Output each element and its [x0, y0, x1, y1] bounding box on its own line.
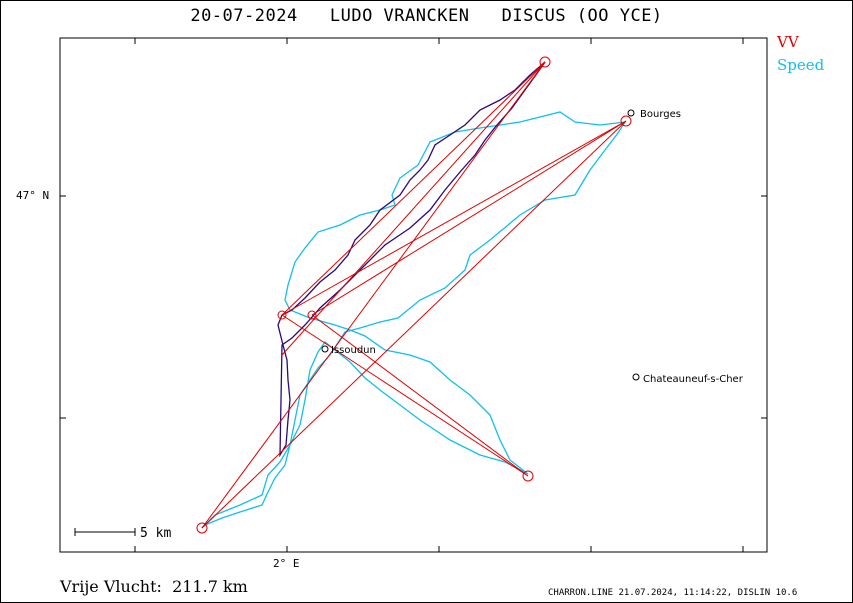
distance-text: Vrije Vlucht: 211.7 km: [60, 577, 248, 596]
turnpoint-issoudun-west: [277, 310, 287, 320]
speed-track: [201, 111, 627, 529]
turnpoint-bourges: [620, 115, 632, 127]
city-label-issoudun: Issoudun: [331, 345, 376, 356]
plot-border: [59, 37, 768, 553]
legend-speed: Speed: [777, 56, 825, 74]
turnpoint-sw: [196, 522, 208, 534]
latitude-label: 47° N: [16, 189, 50, 202]
scale-bar: [74, 528, 136, 536]
legend-vv: VV: [777, 33, 799, 51]
scale-bar-label: 5 km: [140, 526, 172, 541]
city-label-chateauneuf: Chateauneuf-s-Cher: [643, 374, 743, 385]
turnpoint-issoudun-east: [307, 310, 317, 320]
task-legs: [201, 61, 627, 529]
city-markers: [321, 109, 640, 381]
turnpoint-start: [539, 56, 551, 68]
longitude-label: 2° E: [273, 557, 300, 570]
turnpoints: [196, 56, 632, 534]
flight-track: [277, 61, 546, 458]
turnpoint-se: [522, 470, 534, 482]
axis-ticks: [60, 38, 767, 552]
city-marker-bourges: [627, 109, 635, 117]
city-label-bourges: Bourges: [640, 109, 681, 120]
city-marker-chateauneuf: [632, 373, 640, 381]
city-marker-issoudun: [321, 345, 329, 353]
page-title: 20-07-2024 LUDO VRANCKEN DISCUS (OO YCE): [190, 6, 663, 26]
credit-text: CHARRON.LINE 21.07.2024, 11:14:22, DISLI…: [548, 588, 798, 598]
